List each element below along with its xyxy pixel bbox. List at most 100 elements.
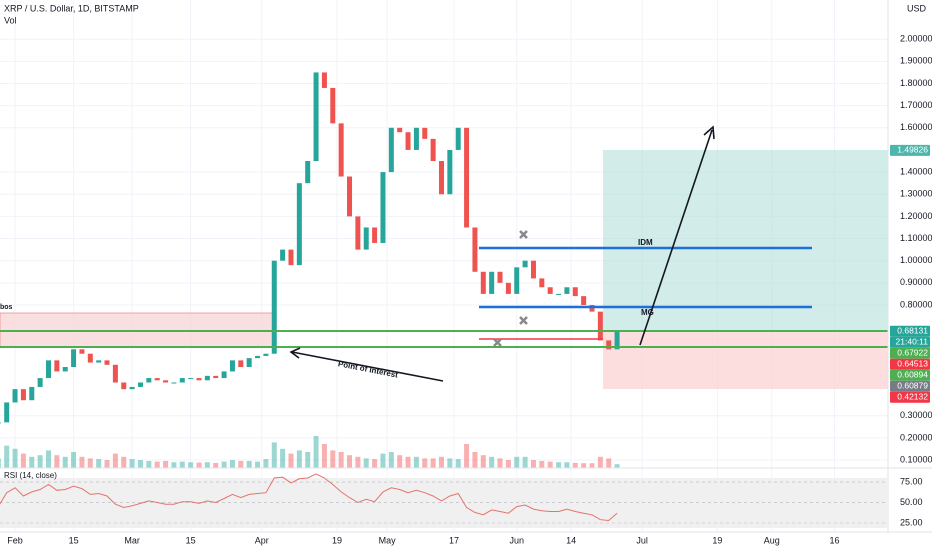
- candle: [522, 260, 528, 268]
- volume-bar: [154, 461, 160, 468]
- candle: [246, 358, 252, 368]
- price-label: 0.67922: [897, 348, 928, 358]
- volume-bar: [146, 460, 152, 468]
- candle: [271, 260, 277, 354]
- y-tick-label: 1.80000: [900, 78, 932, 88]
- candle: [489, 271, 495, 294]
- candle: [505, 282, 511, 294]
- candle: [405, 132, 411, 150]
- y-tick-label: 1.40000: [900, 166, 932, 176]
- candle: [12, 389, 18, 403]
- x-tick-label: Jul: [636, 535, 648, 545]
- volume-bar: [112, 453, 118, 468]
- volume-bar: [455, 459, 461, 468]
- candle: [347, 176, 353, 217]
- volume-bar: [355, 456, 361, 468]
- candle: [204, 375, 210, 381]
- candle: [196, 378, 202, 381]
- volume-bar: [229, 460, 235, 468]
- target-zone: [603, 150, 888, 332]
- price-label: 0.60879: [897, 381, 928, 391]
- stop-zone: [603, 332, 888, 389]
- x-tick-label: 16: [829, 535, 839, 545]
- price-label: 21:40:11: [896, 337, 929, 347]
- volume-bar: [564, 462, 570, 468]
- mg-label: MG: [641, 308, 654, 317]
- y-tick-label: 1.20000: [900, 211, 932, 221]
- volume-bar: [363, 458, 369, 468]
- candle: [606, 340, 612, 350]
- volume-bar: [313, 436, 319, 468]
- candle: [321, 72, 327, 88]
- x-tick-label: 19: [332, 535, 342, 545]
- volume-bar: [589, 463, 595, 468]
- volume-bar: [489, 456, 495, 468]
- volume-bar: [204, 462, 210, 468]
- candle: [464, 127, 470, 228]
- candle: [163, 380, 169, 383]
- volume-bar: [422, 458, 428, 468]
- candle: [221, 371, 227, 379]
- volume-bar: [137, 460, 143, 468]
- volume-bar: [556, 462, 562, 468]
- x-tick-label: Feb: [7, 535, 23, 545]
- y-tick-label: 0.20000: [900, 432, 932, 442]
- volume-bar: [305, 452, 311, 468]
- price-label-box: [890, 369, 930, 381]
- volume-bar: [4, 445, 10, 468]
- volume-bar: [405, 456, 411, 468]
- candle: [296, 183, 302, 266]
- grid: [0, 0, 888, 532]
- y-tick-label: 1.90000: [900, 56, 932, 66]
- volume-bar: [530, 460, 536, 468]
- volume-bar: [0, 458, 1, 468]
- candle: [37, 378, 43, 387]
- volume-bar: [338, 452, 344, 468]
- y-tick-label: 1.70000: [900, 100, 932, 110]
- volume-bar: [238, 460, 244, 468]
- price-label-box: [890, 325, 930, 337]
- volume-bar: [372, 459, 378, 468]
- rsi-band: [0, 478, 888, 528]
- candle: [255, 355, 261, 359]
- candle: [29, 386, 35, 401]
- volume-bar: [96, 459, 102, 468]
- y-tick-label: 0.80000: [900, 299, 932, 309]
- candle: [397, 127, 403, 133]
- candle: [380, 172, 386, 243]
- volume-bar: [505, 460, 511, 468]
- volume-bar: [213, 462, 219, 468]
- candle: [313, 72, 319, 162]
- volume-bar: [171, 462, 177, 468]
- y-tick-label: 1.10000: [900, 233, 932, 243]
- candle: [355, 216, 361, 250]
- volume-bar: [497, 458, 503, 468]
- candle: [0, 422, 1, 424]
- volume-bar: [330, 450, 336, 468]
- x-tick-label: May: [379, 535, 397, 545]
- volume-bar: [221, 461, 227, 468]
- volume-bar: [255, 461, 261, 468]
- candle: [54, 360, 60, 372]
- volume-title: Vol: [4, 15, 17, 25]
- candle: [480, 271, 486, 294]
- volume-bar: [547, 461, 553, 468]
- axes: 0.10000 0.20000 0.30000 0.80000 0.90000 1.000…: [7, 34, 932, 546]
- volume-bar: [447, 458, 453, 468]
- candle: [413, 127, 419, 150]
- bos-label: bos: [0, 304, 13, 311]
- price-label: 0.68131: [897, 326, 928, 336]
- price-label-box: [890, 144, 930, 156]
- candle: [572, 287, 578, 297]
- volume-bar: [129, 459, 135, 468]
- x-tick-label: Apr: [255, 535, 269, 545]
- price-label-box: [890, 391, 930, 403]
- candle: [539, 278, 545, 288]
- volume-bar: [438, 456, 444, 468]
- candle: [438, 161, 444, 195]
- volume-bar: [413, 456, 419, 468]
- price-label-box: [890, 380, 930, 392]
- volume-bar: [20, 453, 26, 468]
- candle: [229, 360, 235, 372]
- candle: [430, 138, 436, 162]
